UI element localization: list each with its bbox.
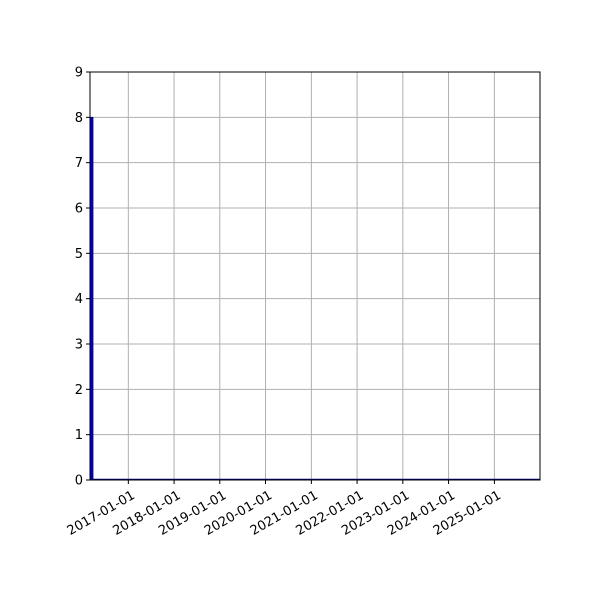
plot-frame [89,71,541,481]
y-tick-label: 9 [75,66,83,81]
y-tick-label: 3 [75,338,83,353]
y-tick-label: 2 [75,383,83,398]
y-tick-label: 4 [75,292,83,307]
y-tick-label: 7 [75,156,83,171]
x-axis: 2017-01-012018-01-012019-01-012020-01-01… [65,480,504,539]
y-tick-label: 1 [75,428,83,443]
y-axis: 0 1 2 3 4 5 6 7 8 9 [75,66,90,489]
y-tick-label: 5 [75,247,83,262]
y-tick-label: 6 [75,202,83,217]
y-tick-label: 0 [75,474,83,489]
y-tick-label: 8 [75,111,83,126]
grid-lines [90,71,540,481]
